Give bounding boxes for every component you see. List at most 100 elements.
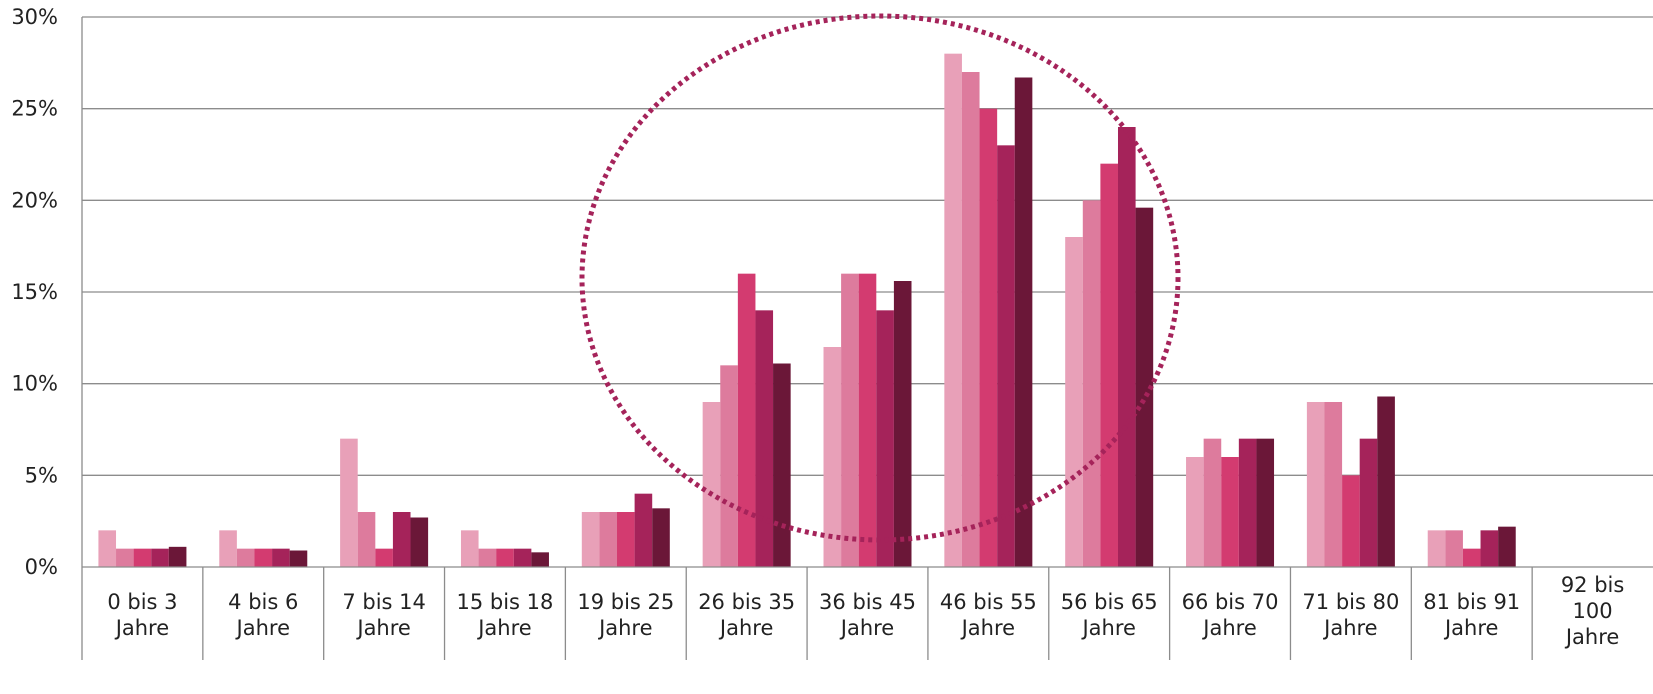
bar — [116, 548, 134, 567]
x-tick-label: 92 bis 100 Jahre — [1561, 573, 1625, 649]
bar — [272, 548, 290, 567]
bar — [634, 493, 653, 567]
x-tick-label-line: Jahre — [1201, 616, 1256, 640]
x-tick-label: 26 bis 35 Jahre — [698, 590, 795, 640]
x-tick-label-line: 100 — [1573, 599, 1613, 623]
x-tick-label-line: Jahre — [1564, 625, 1619, 649]
bars — [98, 53, 1516, 568]
bar — [410, 517, 429, 567]
x-tick-label: 56 bis 65 Jahre — [1061, 590, 1158, 640]
bar — [151, 548, 169, 567]
x-tick-label-line: Jahre — [839, 616, 894, 640]
x-tick-label-line: 4 bis 6 — [228, 590, 298, 614]
x-tick-label-line: Jahre — [960, 616, 1015, 640]
bar — [1135, 207, 1154, 567]
bar — [944, 53, 962, 567]
bar — [168, 546, 187, 567]
x-tick-label-line: Jahre — [114, 616, 169, 640]
x-tick-label: 36 bis 45 Jahre — [819, 590, 916, 640]
bar — [876, 310, 894, 567]
bar — [496, 548, 514, 567]
x-tick-label-line: Jahre — [597, 616, 652, 640]
bar — [755, 310, 774, 567]
bar — [340, 438, 358, 567]
bar — [1427, 530, 1446, 567]
bar — [1221, 457, 1239, 567]
bar — [1203, 438, 1222, 567]
x-tick-label-line: Jahre — [1322, 616, 1377, 640]
x-tick-label-line: 92 bis — [1561, 573, 1625, 597]
bar — [219, 530, 237, 567]
x-tick-label-line: Jahre — [355, 616, 410, 640]
bar — [357, 512, 376, 567]
bar — [617, 512, 635, 567]
y-tick-label: 5% — [25, 463, 58, 487]
x-tick-label-line: 19 bis 25 — [577, 590, 674, 614]
y-tick-label: 15% — [11, 280, 58, 304]
x-tick-label-line: 0 bis 3 — [107, 590, 177, 614]
x-tick-label: 7 bis 14 Jahre — [342, 590, 426, 640]
bar — [773, 363, 791, 567]
x-tick-label-line: 15 bis 18 — [457, 590, 554, 614]
x-tick-label: 0 bis 3 Jahre — [107, 590, 177, 640]
bar — [1306, 402, 1325, 567]
dotted-ellipse-annotation — [579, 13, 1181, 543]
bar — [599, 512, 618, 567]
bar — [133, 548, 152, 567]
y-tick-label: 25% — [11, 97, 58, 121]
bar — [720, 365, 738, 567]
bar — [1359, 438, 1378, 567]
bar — [823, 347, 842, 567]
bar — [478, 548, 497, 567]
x-tick-label-line: 71 bis 80 — [1302, 590, 1399, 614]
x-tick-label-line: 26 bis 35 — [698, 590, 795, 614]
bar — [98, 530, 117, 567]
bar — [1117, 127, 1136, 567]
bar — [1342, 475, 1360, 567]
y-tick-label: 10% — [11, 372, 58, 396]
y-tick-label: 30% — [11, 5, 58, 29]
bar — [737, 273, 756, 567]
x-tick-label-line: Jahre — [476, 616, 531, 640]
bar — [1256, 438, 1275, 567]
x-tick-label: 15 bis 18 Jahre — [457, 590, 554, 640]
bar — [1186, 457, 1204, 567]
y-tick-label: 20% — [11, 188, 58, 212]
x-tick-label: 71 bis 80 Jahre — [1302, 590, 1399, 640]
x-tick-label-line: Jahre — [718, 616, 773, 640]
x-tick-label-line: Jahre — [235, 616, 290, 640]
bar — [652, 508, 670, 567]
x-tick-label: 81 bis 91 Jahre — [1423, 590, 1520, 640]
bar — [1324, 402, 1343, 567]
bar — [1100, 163, 1118, 567]
bar — [581, 512, 600, 567]
x-tick-label-line: Jahre — [1080, 616, 1135, 640]
bar — [460, 530, 479, 567]
bar — [1082, 200, 1101, 568]
x-tick-label-line: 46 bis 55 — [940, 590, 1037, 614]
bar — [289, 550, 308, 567]
bar — [841, 273, 859, 567]
annotation — [579, 13, 1181, 543]
bar — [1445, 530, 1463, 567]
bar — [1462, 548, 1481, 567]
bar — [1065, 237, 1083, 567]
bar — [702, 402, 721, 567]
x-tick-label-line: 81 bis 91 — [1423, 590, 1520, 614]
x-tick-label: 19 bis 25 Jahre — [577, 590, 674, 640]
bar — [961, 72, 980, 567]
x-tick-label-line: 56 bis 65 — [1061, 590, 1158, 614]
bar — [1377, 396, 1395, 567]
bar — [375, 548, 393, 567]
bar — [513, 548, 532, 567]
bar — [1238, 438, 1257, 567]
bar — [858, 273, 877, 567]
bar — [392, 512, 411, 567]
bar — [979, 108, 998, 568]
y-tick-label: 0% — [25, 555, 58, 579]
x-tick-label: 4 bis 6 Jahre — [228, 590, 298, 640]
y-axis-ticks: 0% 5% 10% 15% 20% 25% 30% — [11, 5, 58, 579]
axes — [81, 17, 1653, 660]
